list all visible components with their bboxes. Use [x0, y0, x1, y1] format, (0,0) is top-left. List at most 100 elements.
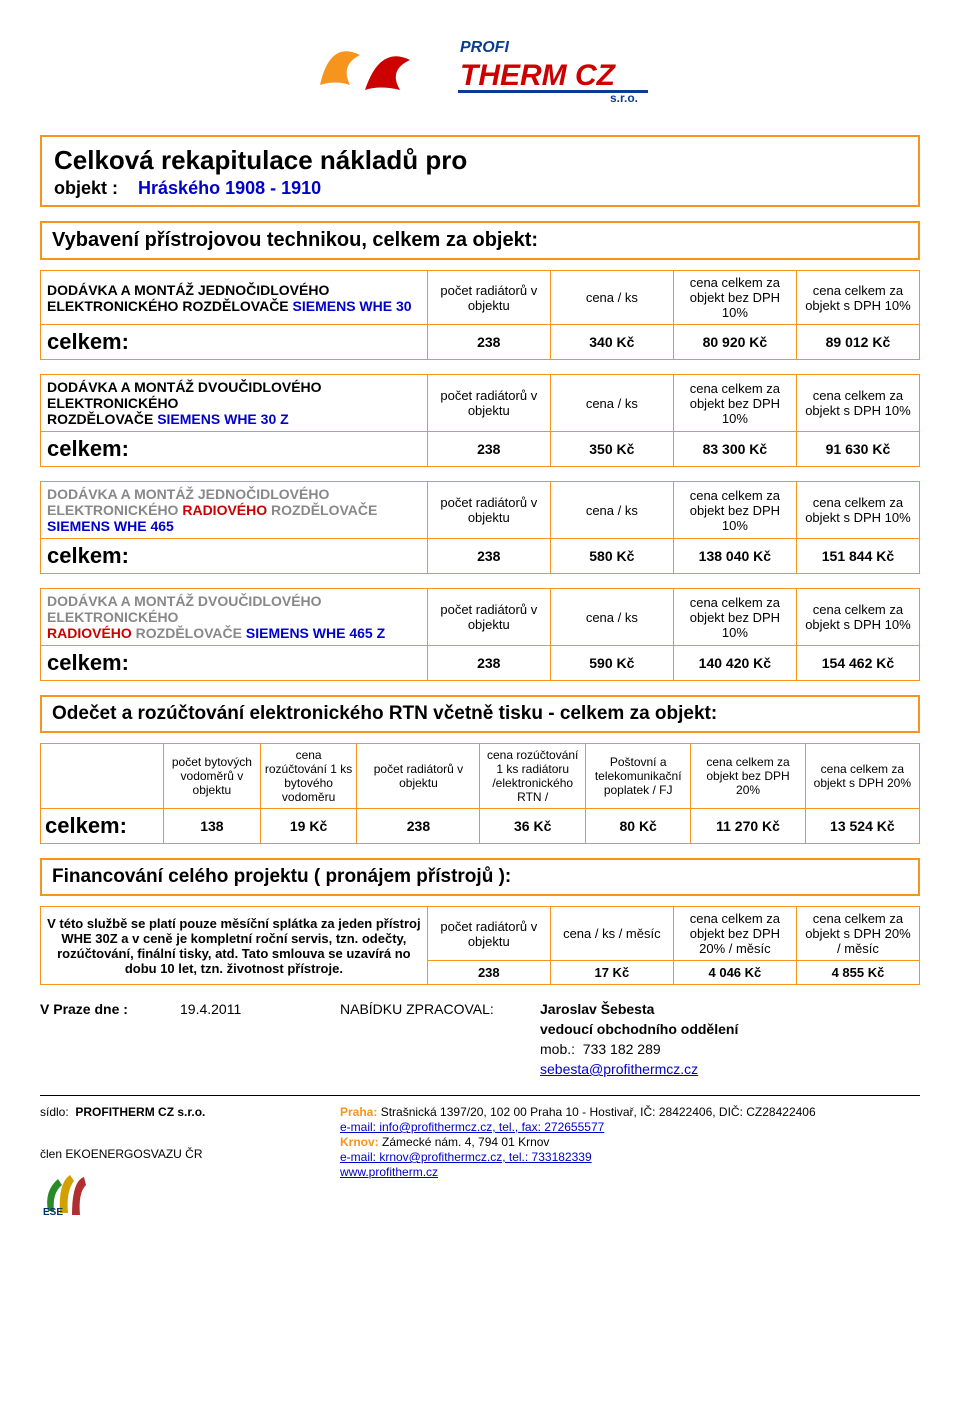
odecet-total-bez: 11 270 Kč	[691, 809, 805, 844]
col-header: cena / ks	[550, 375, 673, 432]
footer-clen: člen EKOENERGOSVAZU ČR	[40, 1147, 340, 1161]
date-value: 19.4.2011	[180, 999, 340, 1019]
col-header: cena celkem za objekt bez DPH 10%	[673, 271, 796, 325]
device2-total-s: 91 630 Kč	[796, 432, 919, 467]
col-header: počet radiátorů v objektu	[357, 744, 480, 809]
svg-text:PROFI: PROFI	[460, 39, 509, 56]
finance-total-bez: 4 046 Kč	[673, 961, 796, 985]
device1-total-bez: 80 920 Kč	[673, 325, 796, 360]
device3-total-bez: 138 040 Kč	[673, 539, 796, 574]
odecet-postovni: 80 Kč	[585, 809, 690, 844]
odecet-radiatoru: 238	[357, 809, 480, 844]
device3-name: DODÁVKA A MONTÁŽ JEDNOČIDLOVÉHO ELEKTRON…	[41, 482, 428, 539]
col-header: cena / ks	[550, 589, 673, 646]
celkem-label: celkem:	[41, 325, 428, 360]
footer-praha-line: Praha: Strašnická 1397/20, 102 00 Praha …	[340, 1105, 920, 1119]
table-finance: V této službě se platí pouze měsíční spl…	[40, 906, 920, 985]
device4-total-bez: 140 420 Kč	[673, 646, 796, 681]
device4-count: 238	[427, 646, 550, 681]
col-header: cena celkem za objekt s DPH 10%	[796, 271, 919, 325]
table-device-3: DODÁVKA A MONTÁŽ JEDNOČIDLOVÉHO ELEKTRON…	[40, 481, 920, 574]
finance-total-s: 4 855 Kč	[796, 961, 919, 985]
svg-text:ESE: ESE	[43, 1207, 63, 1217]
signoff-block: V Praze dne : 19.4.2011 NABÍDKU ZPRACOVA…	[40, 999, 920, 1079]
table-device-4: DODÁVKA A MONTÁŽ DVOUČIDLOVÉHO ELEKTRONI…	[40, 588, 920, 681]
col-header: počet radiátorů v objektu	[427, 907, 550, 961]
col-header: cena celkem za objekt bez DPH 20% / měsí…	[673, 907, 796, 961]
col-header: počet radiátorů v objektu	[427, 271, 550, 325]
person-email-link[interactable]: sebesta@profithermcz.cz	[540, 1061, 698, 1077]
place-label: V Praze dne :	[40, 999, 180, 1019]
col-header: cena celkem za objekt bez DPH 10%	[673, 589, 796, 646]
device1-name: DODÁVKA A MONTÁŽ JEDNOČIDLOVÉHO ELEKTRON…	[41, 271, 428, 325]
col-header: cena celkem za objekt s DPH 10%	[796, 589, 919, 646]
device4-name: DODÁVKA A MONTÁŽ DVOUČIDLOVÉHO ELEKTRONI…	[41, 589, 428, 646]
section-heading-vybaveni: Vybavení přístrojovou technikou, celkem …	[40, 221, 920, 260]
device2-price: 350 Kč	[550, 432, 673, 467]
company-logo: PROFI THERM CZ s.r.o.	[40, 30, 920, 115]
col-header: Poštovní a telekomunikační poplatek / FJ	[585, 744, 690, 809]
section-heading-odecet: Odečet a rozúčtování elektronického RTN …	[40, 695, 920, 733]
device3-total-s: 151 844 Kč	[796, 539, 919, 574]
device2-count: 238	[427, 432, 550, 467]
person-role: vedoucí obchodního oddělení	[540, 1019, 920, 1039]
footer-block: sídlo: PROFITHERM CZ s.r.o. člen EKOENER…	[40, 1104, 920, 1220]
device1-price: 340 Kč	[550, 325, 673, 360]
footer-separator	[40, 1095, 920, 1096]
object-label: objekt :	[54, 178, 118, 198]
person-mobile: mob.: 733 182 289	[540, 1039, 920, 1059]
object-name: Hráského 1908 - 1910	[138, 178, 321, 198]
footer-www-link[interactable]: www.profitherm.cz	[340, 1165, 438, 1179]
col-header: cena celkem za objekt s DPH 10%	[796, 482, 919, 539]
person-name: Jaroslav Šebesta	[540, 999, 920, 1019]
odecet-cena-vodomer: 19 Kč	[260, 809, 357, 844]
col-header: cena rozúčtování 1 ks radiátoru /elektro…	[480, 744, 585, 809]
footer-email1-link[interactable]: e-mail: info@profithermcz.cz, tel., fax:…	[340, 1120, 604, 1134]
svg-text:THERM CZ: THERM CZ	[460, 59, 617, 92]
section-heading-finance: Financování celého projektu ( pronájem p…	[40, 858, 920, 896]
table-device-2: DODÁVKA A MONTÁŽ DVOUČIDLOVÉHO ELEKTRONI…	[40, 374, 920, 467]
celkem-label: celkem:	[41, 539, 428, 574]
celkem-label: celkem:	[41, 646, 428, 681]
col-header: cena celkem za objekt s DPH 20%	[805, 744, 919, 809]
col-header: cena / ks / měsíc	[550, 907, 673, 961]
document-title: Celková rekapitulace nákladů pro	[54, 145, 906, 176]
processed-label: NABÍDKU ZPRACOVAL:	[340, 999, 540, 1019]
col-header: počet radiátorů v objektu	[427, 482, 550, 539]
col-header: cena / ks	[550, 271, 673, 325]
odecet-cena-radiator: 36 Kč	[480, 809, 585, 844]
finance-desc: V této službě se platí pouze měsíční spl…	[41, 907, 428, 985]
table-device-1: DODÁVKA A MONTÁŽ JEDNOČIDLOVÉHO ELEKTRON…	[40, 270, 920, 360]
col-header: počet radiátorů v objektu	[427, 589, 550, 646]
finance-count: 238	[427, 961, 550, 985]
footer-sidlo: sídlo: PROFITHERM CZ s.r.o.	[40, 1105, 340, 1119]
footer-krnov-line: Krnov: Zámecké nám. 4, 794 01 Krnov	[340, 1135, 920, 1149]
table-odecet: počet bytových vodoměrů v objektu cena r…	[40, 743, 920, 844]
blank-header	[41, 744, 164, 809]
device2-total-bez: 83 300 Kč	[673, 432, 796, 467]
celkem-label: celkem:	[41, 432, 428, 467]
col-header: cena celkem za objekt s DPH 10%	[796, 375, 919, 432]
device1-total-s: 89 012 Kč	[796, 325, 919, 360]
finance-price: 17 Kč	[550, 961, 673, 985]
document-title-box: Celková rekapitulace nákladů pro objekt …	[40, 135, 920, 207]
col-header: počet radiátorů v objektu	[427, 375, 550, 432]
col-header: cena / ks	[550, 482, 673, 539]
device3-price: 580 Kč	[550, 539, 673, 574]
svg-text:s.r.o.: s.r.o.	[610, 91, 638, 105]
ese-logo-icon: ESE	[40, 1171, 340, 1220]
document-subtitle: objekt : Hráského 1908 - 1910	[54, 178, 906, 199]
col-header: cena rozúčtování 1 ks bytového vodoměru	[260, 744, 357, 809]
col-header: cena celkem za objekt bez DPH 10%	[673, 375, 796, 432]
device2-name: DODÁVKA A MONTÁŽ DVOUČIDLOVÉHO ELEKTRONI…	[41, 375, 428, 432]
col-header: cena celkem za objekt s DPH 20% / měsíc	[796, 907, 919, 961]
device4-total-s: 154 462 Kč	[796, 646, 919, 681]
col-header: cena celkem za objekt bez DPH 20%	[691, 744, 805, 809]
footer-email2-link[interactable]: e-mail: krnov@profithermcz.cz, tel.: 733…	[340, 1150, 592, 1164]
device1-count: 238	[427, 325, 550, 360]
odecet-vodomeru: 138	[164, 809, 261, 844]
celkem-label: celkem:	[41, 809, 164, 844]
col-header: počet bytových vodoměrů v objektu	[164, 744, 261, 809]
device4-price: 590 Kč	[550, 646, 673, 681]
odecet-total-s: 13 524 Kč	[805, 809, 919, 844]
